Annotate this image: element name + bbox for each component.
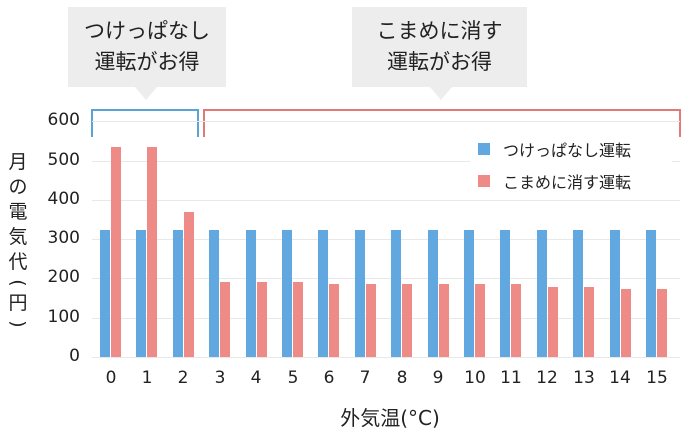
x-tick-label: 15 bbox=[646, 368, 668, 388]
bar-always-on bbox=[246, 230, 256, 357]
y-axis-label-char: 月 bbox=[8, 151, 28, 173]
legend-label: つけっぱなし運転 bbox=[503, 141, 632, 160]
x-tick-label: 10 bbox=[464, 368, 486, 388]
gridline bbox=[92, 239, 680, 240]
x-tick-label: 7 bbox=[359, 368, 371, 388]
y-axis-label-char: ) bbox=[7, 320, 29, 328]
bar-always-on bbox=[173, 230, 183, 357]
legend-label: こまめに消す運転 bbox=[503, 173, 632, 192]
bar-always-on bbox=[573, 230, 583, 357]
bar-always-on bbox=[610, 230, 620, 357]
x-tick-label: 14 bbox=[609, 368, 631, 388]
bar-frequent-off bbox=[584, 287, 594, 357]
y-tick-label: 200 bbox=[47, 267, 80, 287]
callout-always-on-line2: 運転がお得 bbox=[94, 50, 200, 74]
bracket-frequent-off-range bbox=[203, 109, 681, 137]
bar-frequent-off bbox=[184, 212, 194, 357]
y-axis-label-char: の bbox=[8, 176, 28, 198]
bar-frequent-off bbox=[111, 147, 121, 357]
gridline bbox=[92, 121, 680, 122]
bar-always-on bbox=[318, 230, 328, 357]
bracket-always-on-range bbox=[91, 109, 199, 137]
bar-frequent-off bbox=[329, 284, 339, 357]
bar-always-on bbox=[537, 230, 547, 357]
legend: つけっぱなし運転 こまめに消す運転 bbox=[470, 134, 672, 200]
y-tick-label: 0 bbox=[69, 346, 80, 366]
legend-item-always-on: つけっぱなし運転 bbox=[478, 137, 631, 161]
bar-frequent-off bbox=[293, 282, 303, 357]
callout-frequent-off-line1: こまめに消す bbox=[376, 19, 503, 43]
bar-frequent-off bbox=[621, 289, 631, 357]
x-tick-label: 4 bbox=[250, 368, 262, 388]
gridline bbox=[92, 357, 680, 358]
gridline bbox=[92, 318, 680, 319]
callout-always-on: つけっぱなし 運転がお得 bbox=[68, 7, 226, 100]
bar-always-on bbox=[500, 230, 510, 357]
x-tick-label: 11 bbox=[500, 368, 522, 388]
y-tick-label: 600 bbox=[47, 110, 80, 130]
legend-swatch-blue bbox=[478, 143, 490, 155]
gridline bbox=[92, 278, 680, 279]
y-tick-label: 100 bbox=[47, 307, 80, 327]
bar-frequent-off bbox=[475, 284, 485, 357]
bar-frequent-off bbox=[439, 284, 449, 357]
bar-frequent-off bbox=[147, 147, 157, 357]
y-tick-label: 500 bbox=[47, 150, 80, 170]
x-tick-label: 13 bbox=[573, 368, 595, 388]
bar-always-on bbox=[428, 230, 438, 357]
x-tick-label: 1 bbox=[141, 368, 153, 388]
y-axis-label-char: 気 bbox=[8, 226, 28, 248]
x-tick-label: 3 bbox=[214, 368, 226, 388]
bar-always-on bbox=[391, 230, 401, 357]
callout-arrow bbox=[135, 87, 157, 100]
bar-always-on bbox=[209, 230, 219, 357]
bar-frequent-off bbox=[220, 282, 230, 357]
callout-frequent-off-line2: 運転がお得 bbox=[387, 50, 492, 74]
bar-always-on bbox=[355, 230, 365, 357]
x-tick-label: 8 bbox=[396, 368, 408, 388]
callout-always-on-line1: つけっぱなし bbox=[84, 19, 210, 43]
bar-always-on bbox=[136, 230, 146, 357]
x-tick-label: 9 bbox=[432, 368, 444, 388]
y-tick-label: 300 bbox=[47, 228, 80, 248]
callout-frequent-off: こまめに消す 運転がお得 bbox=[352, 7, 527, 100]
callout-arrow bbox=[430, 87, 452, 100]
x-tick-label: 5 bbox=[287, 368, 299, 388]
y-axis-label-char: 電 bbox=[8, 201, 28, 223]
bar-frequent-off bbox=[511, 284, 521, 357]
legend-item-frequent-off: こまめに消す運転 bbox=[478, 169, 631, 193]
gridline bbox=[92, 161, 680, 162]
x-tick-label: 0 bbox=[105, 368, 117, 388]
x-tick-label: 6 bbox=[323, 368, 335, 388]
x-axis-label: 外気温(°C) bbox=[340, 406, 440, 430]
bar-frequent-off bbox=[548, 287, 558, 357]
x-tick-label: 12 bbox=[536, 368, 558, 388]
bar-always-on bbox=[464, 230, 474, 357]
bar-always-on bbox=[282, 230, 292, 357]
gridline bbox=[92, 200, 680, 201]
legend-swatch-red bbox=[478, 175, 490, 187]
bar-always-on bbox=[646, 230, 656, 357]
y-axis-label: 月の電気代 ( 円) bbox=[6, 150, 30, 332]
y-axis-label-char: 円 bbox=[8, 292, 28, 314]
bar-frequent-off bbox=[366, 284, 376, 357]
x-tick-label: 2 bbox=[177, 368, 189, 388]
bar-always-on bbox=[100, 230, 110, 357]
y-axis-label-char: 代 bbox=[8, 251, 28, 273]
bar-frequent-off bbox=[657, 289, 667, 357]
bar-frequent-off bbox=[257, 282, 267, 357]
bar-frequent-off bbox=[402, 284, 412, 357]
y-axis-label-char: ( bbox=[7, 279, 29, 287]
y-tick-label: 400 bbox=[47, 189, 80, 209]
